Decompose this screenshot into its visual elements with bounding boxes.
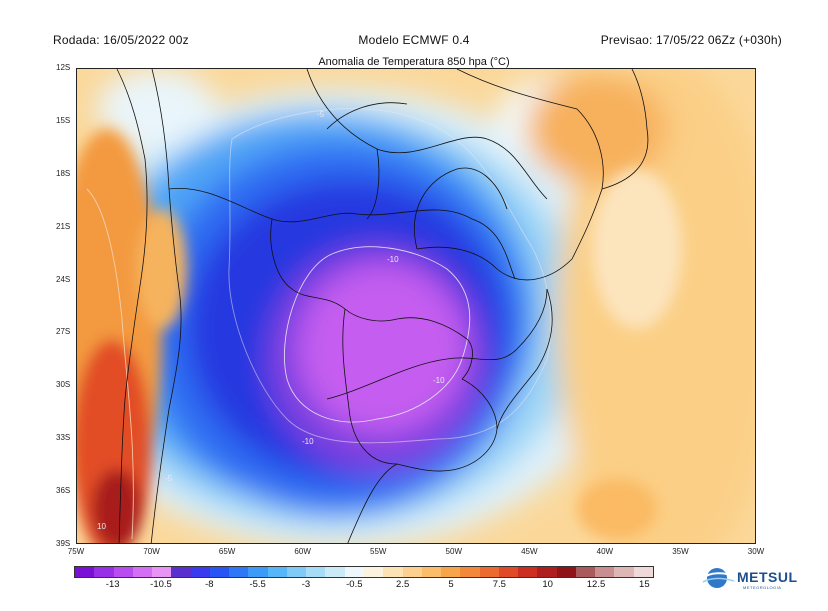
lat-tick-label: 39S bbox=[56, 539, 71, 548]
colorbar-swatch bbox=[344, 567, 364, 577]
colorbar-swatch bbox=[633, 567, 653, 577]
contour-label: -5 bbox=[317, 110, 325, 119]
lat-tick-label: 36S bbox=[56, 486, 71, 496]
colorbar-swatch bbox=[595, 567, 615, 577]
lon-tick-label: 45W bbox=[521, 547, 538, 556]
lon-tick-label: 65W bbox=[218, 547, 236, 556]
logo-subtext: METEOROLOGIA bbox=[743, 585, 782, 590]
contour-label: -10 bbox=[387, 255, 399, 264]
colorbar-swatch bbox=[614, 567, 634, 577]
lon-tick-label: 35W bbox=[672, 547, 689, 556]
contour-label: 10 bbox=[97, 522, 106, 531]
lon-tick-label: 75W bbox=[67, 547, 85, 556]
colorbar-swatch bbox=[325, 567, 345, 577]
lat-tick-label: 12S bbox=[56, 63, 71, 72]
colorbar-swatch bbox=[171, 567, 191, 577]
lon-tick-label: 70W bbox=[143, 547, 160, 556]
lat-tick-label: 18S bbox=[56, 168, 71, 178]
colorbar-swatch bbox=[190, 567, 210, 577]
colorbar-swatch bbox=[75, 567, 95, 577]
lon-tick-label: 55W bbox=[369, 547, 387, 556]
colorbar-swatch bbox=[132, 567, 153, 577]
colorbar-label: 5 bbox=[448, 579, 454, 590]
colorbar-swatch bbox=[498, 567, 519, 577]
lat-tick-label: 27S bbox=[56, 327, 71, 337]
colorbar-swatch bbox=[248, 567, 268, 577]
contour-label: -5 bbox=[165, 474, 173, 483]
contour-label: -10 bbox=[302, 437, 314, 446]
colorbar-swatch bbox=[306, 567, 326, 577]
colorbar-swatch bbox=[556, 567, 576, 577]
colorbar-swatch bbox=[441, 567, 461, 577]
colorbar-swatch bbox=[460, 567, 480, 577]
colorbar-label: 15 bbox=[639, 579, 650, 590]
colorbar-swatch bbox=[479, 567, 499, 577]
lat-tick-label: 15S bbox=[56, 115, 71, 125]
lon-tick-label: 40W bbox=[596, 547, 614, 556]
colorbar-swatch bbox=[267, 567, 287, 577]
colorbar-swatch bbox=[113, 567, 133, 577]
colorbar-label: -13 bbox=[105, 579, 120, 590]
lon-tick-label: 50W bbox=[445, 547, 462, 556]
map-title: Anomalia de Temperatura 850 hpa (°C) bbox=[318, 56, 510, 68]
colorbar-label: -8 bbox=[205, 579, 214, 590]
colorbar-label: -3 bbox=[301, 579, 311, 590]
colorbar-label: -5.5 bbox=[249, 579, 266, 590]
logo-text: METSUL bbox=[737, 569, 798, 585]
colorbar-swatch bbox=[537, 567, 557, 577]
colorbar-swatch bbox=[383, 567, 403, 577]
colorbar-swatch bbox=[209, 567, 230, 577]
contour-label: -10 bbox=[433, 376, 445, 385]
colorbar-label: 10 bbox=[542, 579, 553, 590]
lat-tick-label: 30S bbox=[56, 380, 71, 390]
colorbar-swatch bbox=[363, 567, 384, 577]
metsul-logo bbox=[702, 568, 735, 588]
colorbar-swatch bbox=[518, 567, 538, 577]
colorbar-label: -0.5 bbox=[346, 579, 363, 590]
colorbar-swatch bbox=[152, 567, 172, 577]
lat-tick-label: 33S bbox=[56, 433, 71, 443]
lon-tick-label: 30W bbox=[747, 547, 765, 556]
colorbar-label: -10.5 bbox=[150, 579, 172, 590]
colorbar-swatch bbox=[421, 567, 442, 577]
colorbar-swatch bbox=[94, 567, 114, 577]
model-name: Modelo ECMWF 0.4 bbox=[358, 33, 470, 47]
colorbar-swatch bbox=[575, 567, 596, 577]
anomaly-field: -5 -10 -10 -10 -5 10 bbox=[77, 69, 755, 543]
colorbar-swatch bbox=[229, 567, 249, 577]
colorbar-label: 12.5 bbox=[586, 579, 606, 590]
forecast-time: Previsao: 17/05/22 06Zz (+030h) bbox=[600, 33, 782, 47]
colorbar-swatch bbox=[402, 567, 422, 577]
lat-tick-label: 24S bbox=[56, 274, 71, 284]
lat-tick-label: 21S bbox=[56, 221, 71, 231]
lon-tick-label: 60W bbox=[294, 547, 311, 556]
anomaly-map: -5 -10 -10 -10 -5 10 bbox=[76, 68, 756, 544]
run-date: Rodada: 16/05/2022 00z bbox=[53, 33, 189, 47]
colorbar-label: 2.5 bbox=[396, 579, 410, 590]
colorbar bbox=[74, 566, 654, 578]
colorbar-swatch bbox=[286, 567, 307, 577]
colorbar-label: 7.5 bbox=[492, 579, 506, 590]
